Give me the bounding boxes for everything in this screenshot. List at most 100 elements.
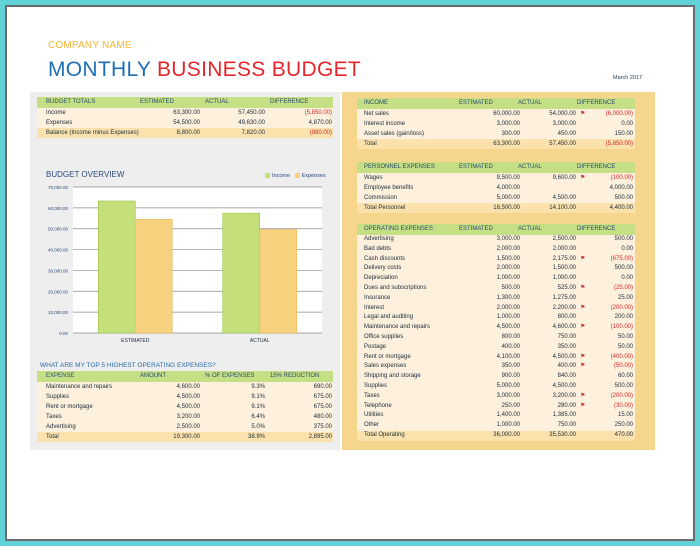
bar-expenses-estimated [134,219,173,334]
table-row: Depreciation 1,000.00 1,000.00 0.00 [357,274,635,284]
cell-1: 3,000.00 [496,121,520,127]
cell-3: 4,000.00 [609,185,633,191]
cell-3: 675.00 [313,404,332,410]
cell-2: 2,500.00 [552,236,576,242]
cell-1: 60,000.00 [493,111,520,117]
cell-0: Income [46,110,66,116]
title-part1: MONTHLY [48,58,151,81]
header-3: DIFFERENCE [270,99,309,105]
cell-3: (100.00) [610,324,633,331]
cell-2: 525.00 [557,284,576,291]
header-0: EXPENSE [46,373,75,379]
table-row: Postage 400.00 350.00 50.00 [357,342,635,353]
header-0: PERSONNEL EXPENSES [364,164,435,170]
table-header: BUDGET TOTALS ESTIMATED ACTUAL DIFFERENCE [37,97,333,108]
flag-icon: ⚑ [580,363,586,370]
cell-0: Rent or mortgage [364,353,411,360]
cell-3: 375.00 [313,424,332,430]
header-3: DIFFERENCE [577,164,616,170]
header-1: ESTIMATED [459,226,493,232]
cell-0: Wages [364,175,383,181]
cell-0: Dues and subscriptions [364,284,427,291]
cell-2: 1,275.00 [552,294,576,301]
cell-2: 800.00 [557,314,576,321]
table-row: Taxes 3,200.00 6.4% 480.00 [37,412,333,422]
cell-1: 63,300.00 [493,141,520,147]
table-row: Bad debts 2,000.00 2,000.00 0.00 [357,244,635,255]
header-2: % OF EXPENSES [205,373,255,379]
cell-3: 15.00 [617,412,633,419]
cell-1: 800.00 [501,333,520,340]
cell-1: 5,000.00 [496,195,520,201]
cell-1: 350.00 [501,363,520,370]
cell-2: 3,200.00 [552,392,576,399]
cell-1: 400.00 [501,343,520,350]
header-0: INCOME [364,100,388,106]
table-row: Utilities 1,400.00 1,385.00 15.00 [357,411,635,422]
legend-swatch-income [265,173,270,179]
table-row: Supplies 5,000.00 4,500.00 500.00 [357,381,635,392]
cell-2: 14,100.00 [549,205,576,211]
cell-1: 1,000.00 [496,314,520,321]
cell-1: 1,000.00 [496,275,520,282]
cell-2: 9.1% [251,394,265,400]
budget-totals-table: BUDGET TOTALS ESTIMATED ACTUAL DIFFERENCE In… [37,97,333,138]
cell-0: Advertising [46,424,76,430]
cell-0: Utilities [364,412,384,419]
table-row: Cash discounts 1,500.00 2,175.00 (675.00) ⚑ [357,254,635,265]
cell-3: (200.00) [610,392,633,399]
cell-2: 4,500.00 [552,195,576,201]
cell-3: (200.00) [610,304,633,311]
table-row: Income 63,300.00 57,450.00 (5,850.00) [37,108,333,118]
y-tick-label: 40,000.00 [48,248,69,253]
cell-2: 750.00 [557,333,576,340]
header-3: DIFFERENCE [577,100,616,106]
y-tick-label: 20,000.00 [48,289,69,294]
cell-0: Office supplies [364,333,404,340]
cell-2: 450.00 [557,131,576,137]
cell-2: 280.00 [557,402,576,409]
cell-3: (50.00) [613,363,633,370]
cell-1: 9,500.00 [496,175,520,181]
cell-0: Taxes [364,392,380,399]
cell-2: 49,630.00 [238,120,265,126]
table-row: Commission 5,000.00 4,500.00 500.00 [357,193,635,203]
cell-0: Interest [364,304,385,311]
header-3: 15% REDUCTION [270,373,320,379]
cell-1: 4,500.00 [176,394,200,400]
cell-0: Cash discounts [364,255,406,262]
cell-2: 9.1% [251,404,265,410]
table-row: Taxes 3,000.00 3,200.00 (200.00) ⚑ [357,391,635,402]
total-row: Total 19,300.00 38.9% 2,895.00 [37,432,333,442]
cell-0: Total [46,434,59,440]
cell-3: 500.00 [614,236,633,242]
cell-1: 4,600.00 [176,384,200,390]
page-title: MONTHLY BUSINESS BUDGET [48,58,361,82]
table-row: Net sales 60,000.00 54,000.00 (6,000.00) ⚑ [357,109,635,119]
table-header: PERSONNEL EXPENSES ESTIMATED ACTUAL DIFFERE… [357,162,635,173]
cell-3: 50.00 [617,333,633,340]
cell-3: 200.00 [614,314,633,321]
table-row: Asset sales (gain/loss) 300.00 450.00 150.0… [357,129,635,139]
cell-0: Legal and auditing [364,314,414,321]
cell-1: 1,400.00 [496,412,520,419]
y-tick-label: 70,000.00 [48,185,69,190]
bar-income-estimated [97,200,136,334]
cell-1: 4,000.00 [496,185,520,191]
header-1: ESTIMATED [459,164,493,170]
header-0: BUDGET TOTALS [46,99,96,105]
cell-0: Commission [364,195,398,201]
cell-0: Taxes [46,414,62,420]
y-tick-label: 10,000.00 [48,310,69,315]
header-2: ACTUAL [205,99,229,105]
cell-3: 500.00 [614,195,633,201]
chart-title: BUDGET OVERVIEW [46,170,125,179]
table-row: Rent or mortgage 4,100.00 4,500.00 (400.00)… [357,352,635,363]
flag-icon: ⚑ [580,353,586,360]
table-row: Dues and subscriptions 500.00 525.00 (25.00… [357,283,635,294]
bar-expenses-actual [259,229,298,334]
table-header: INCOME ESTIMATED ACTUAL DIFFERENCE [357,98,635,109]
cell-3: (100.00) [610,175,633,181]
cell-3: (400.00) [610,353,633,360]
table-row: Expenses 54,500.00 49,630.00 4,870.00 [37,118,333,128]
